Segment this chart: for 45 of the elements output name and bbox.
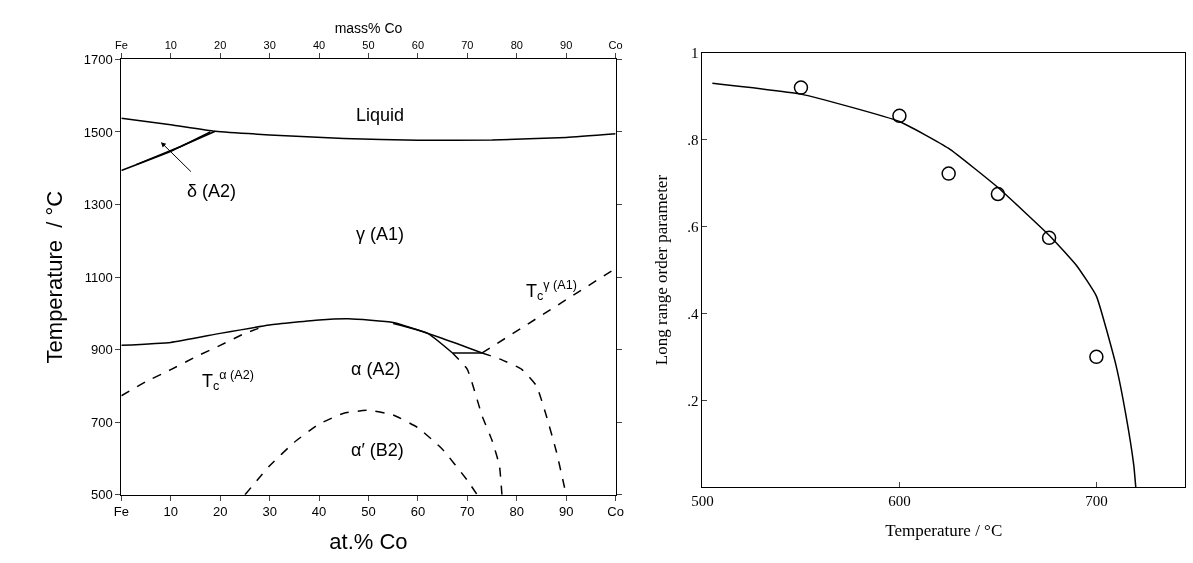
x2-tick-label: Fe: [114, 39, 128, 52]
x2-tick-label: 50: [362, 39, 375, 52]
y-tick-label: 700: [91, 414, 113, 430]
x-tick-label: 700: [1085, 493, 1108, 510]
y-tick-label: 1700: [83, 51, 113, 67]
x-axis-title: Temperature / °C: [885, 520, 1003, 540]
x-tick-label: 10: [163, 504, 179, 520]
x-tick-label: Co: [607, 504, 624, 520]
y-tick-label: 900: [91, 342, 113, 358]
annotation: γ (A1): [356, 224, 405, 244]
y-axis-title: Long range order parameter: [651, 174, 671, 366]
y-tick-label: .6: [687, 218, 699, 235]
x-tick-label: 30: [262, 504, 277, 520]
x2-tick-label: 60: [411, 39, 425, 52]
y-tick-label: .2: [687, 392, 699, 409]
x2-tick-label: 30: [263, 39, 276, 52]
y-tick-label: 1: [690, 45, 699, 62]
x2-tick-label: 40: [312, 39, 326, 52]
y-tick-label: .8: [687, 131, 699, 148]
annotation: α (A2): [351, 359, 401, 379]
x-tick-label: 20: [212, 504, 228, 520]
y-tick-label: 1300: [83, 197, 113, 213]
x2-tick-label: 90: [560, 39, 573, 52]
x-tick-label: 70: [460, 504, 475, 520]
x2-tick-label: 10: [164, 39, 177, 52]
x2-tick-label: 20: [214, 39, 227, 52]
x-tick-label: 90: [558, 504, 574, 520]
x2-axis-title: mass% Co: [334, 19, 403, 36]
x-tick-label: 60: [410, 504, 426, 520]
x-tick-label: 50: [361, 504, 376, 520]
x2-tick-label: 80: [510, 39, 523, 52]
x-tick-label: 40: [311, 504, 327, 520]
y-tick-label: 1100: [84, 269, 113, 285]
x-tick-label: 80: [509, 504, 524, 520]
x2-tick-label: Co: [608, 39, 623, 52]
x2-tick-label: 70: [461, 39, 474, 52]
x-axis-title: at.% Co: [329, 529, 408, 555]
annotation: δ (A2): [187, 181, 237, 201]
x-tick-label: 600: [888, 493, 911, 510]
y-tick-label: 1500: [83, 124, 113, 140]
annotation: Liquid: [356, 105, 405, 125]
x-tick-label: Fe: [113, 504, 129, 520]
y-axis-title: Temperature / °C: [41, 190, 67, 364]
y-tick-label: .4: [687, 305, 699, 322]
annotation: α′ (B2): [351, 440, 404, 460]
